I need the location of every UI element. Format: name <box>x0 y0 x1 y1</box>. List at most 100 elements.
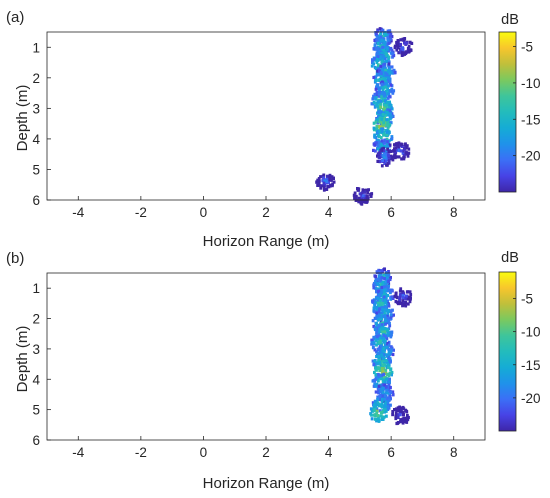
heatmap-cell <box>393 287 413 308</box>
heatmap-pixel <box>383 277 386 281</box>
heatmap-pixel <box>380 293 384 298</box>
heatmap-pixel <box>392 54 396 58</box>
heatmap-pixel <box>374 78 378 82</box>
heatmap-pixel <box>379 44 383 49</box>
heatmap-pixel <box>381 307 385 312</box>
heatmap-pixel <box>403 296 407 300</box>
heatmap-pixel <box>373 348 377 352</box>
y-tick-label: 2 <box>32 312 40 327</box>
heatmap-pixel <box>375 368 378 372</box>
heatmap-pixel <box>386 113 389 117</box>
heatmap-pixel <box>370 417 374 421</box>
heatmap-pixel <box>370 341 374 345</box>
plot-area <box>47 273 485 440</box>
heatmap-pixel <box>372 148 375 152</box>
heatmap-pixel <box>357 200 361 204</box>
heatmap-pixel <box>402 149 405 153</box>
heatmap-pixel <box>380 387 384 391</box>
heatmap-pixel <box>382 295 386 299</box>
heatmap-pixel <box>388 81 392 85</box>
heatmap-pixel <box>386 299 389 303</box>
heatmap-pixel <box>398 289 402 293</box>
heatmap-pixel <box>377 356 381 360</box>
heatmap-pixel <box>391 158 395 162</box>
x-tick-label: 6 <box>387 205 395 220</box>
heatmap-pixel <box>391 91 395 95</box>
heatmap-pixel <box>399 418 403 422</box>
heatmap-pixel <box>387 382 391 387</box>
heatmap-pixel <box>389 112 392 116</box>
heatmap-pixel <box>382 275 386 279</box>
x-axis: -4 -2 0 2 4 6 8 <box>72 196 457 220</box>
heatmap-pixel <box>315 180 318 184</box>
heatmap-pixel <box>376 129 380 134</box>
heatmap-pixel <box>374 120 378 124</box>
heatmap-pixel <box>376 29 380 33</box>
x-tick-label: -2 <box>135 205 147 220</box>
heatmap-pixel <box>381 378 385 382</box>
heatmap-pixel <box>378 109 382 113</box>
heatmap-pixel <box>377 303 381 307</box>
colorbar-tick-label: -20 <box>521 149 541 164</box>
heatmap-pixel <box>393 147 396 151</box>
heatmap-pixel <box>389 335 393 339</box>
heatmap-pixel <box>375 354 378 359</box>
heatmap-pixel <box>375 321 378 326</box>
heatmap-pixel <box>383 85 387 89</box>
heatmap-pixel <box>395 155 398 159</box>
heatmap-cell <box>373 127 394 147</box>
heatmap-pixel <box>377 384 381 388</box>
heatmap-pixel <box>370 413 373 417</box>
heatmap-pixel <box>381 45 384 49</box>
heatmap-pixel <box>383 116 387 121</box>
heatmap-pixel <box>383 65 387 69</box>
heatmap-pixel <box>386 46 389 50</box>
heatmap-pixel <box>373 44 377 48</box>
heatmap-pixel <box>379 68 383 72</box>
colorbar <box>498 31 517 193</box>
heatmap-pixel <box>381 68 385 72</box>
heatmap-pixel <box>375 38 379 42</box>
heatmap-pixel <box>382 397 386 401</box>
heatmap-pixel <box>383 74 386 78</box>
heatmap-pixel <box>379 344 383 348</box>
heatmap-pixel <box>401 296 405 300</box>
heatmap-pixel <box>377 69 381 73</box>
heatmap-pixel <box>388 321 391 325</box>
heatmap-pixel <box>322 181 326 185</box>
heatmap-pixel <box>400 409 403 413</box>
heatmap-pixel <box>384 375 387 380</box>
heatmap-pixel <box>385 82 389 86</box>
heatmap-pixel <box>376 401 380 405</box>
heatmap-pixel <box>399 149 403 153</box>
heatmap-pixel <box>376 301 380 305</box>
heatmap-pixel <box>393 70 397 74</box>
heatmap-pixel <box>388 331 392 335</box>
heatmap-cell <box>393 37 414 57</box>
heatmap-pixel <box>380 117 384 121</box>
heatmap-pixel <box>385 377 388 381</box>
heatmap-pixel <box>388 108 392 113</box>
panel-label: (b) <box>6 250 24 267</box>
heatmap-pixel <box>373 408 376 412</box>
heatmap-pixel <box>394 407 398 411</box>
heatmap-pixel <box>399 420 402 424</box>
heatmap-pixel <box>373 382 377 386</box>
heatmap-pixel <box>390 48 394 52</box>
heatmap-pixel <box>405 144 409 148</box>
y-tick-label: 4 <box>32 372 40 387</box>
heatmap-pixel <box>376 315 380 319</box>
heatmap-pixel <box>406 413 409 418</box>
heatmap-pixel <box>383 407 387 411</box>
heatmap-pixel <box>385 110 389 115</box>
heatmap-pixel <box>376 147 380 151</box>
heatmap-pixel <box>386 391 390 395</box>
heatmap-pixel <box>382 44 386 48</box>
heatmap-pixel <box>389 32 393 36</box>
heatmap-pixel <box>376 337 380 341</box>
heatmap-pixel <box>377 358 380 362</box>
heatmap-pixel <box>369 407 373 411</box>
heatmap-pixel <box>377 277 380 281</box>
heatmap-pixel <box>383 141 386 145</box>
